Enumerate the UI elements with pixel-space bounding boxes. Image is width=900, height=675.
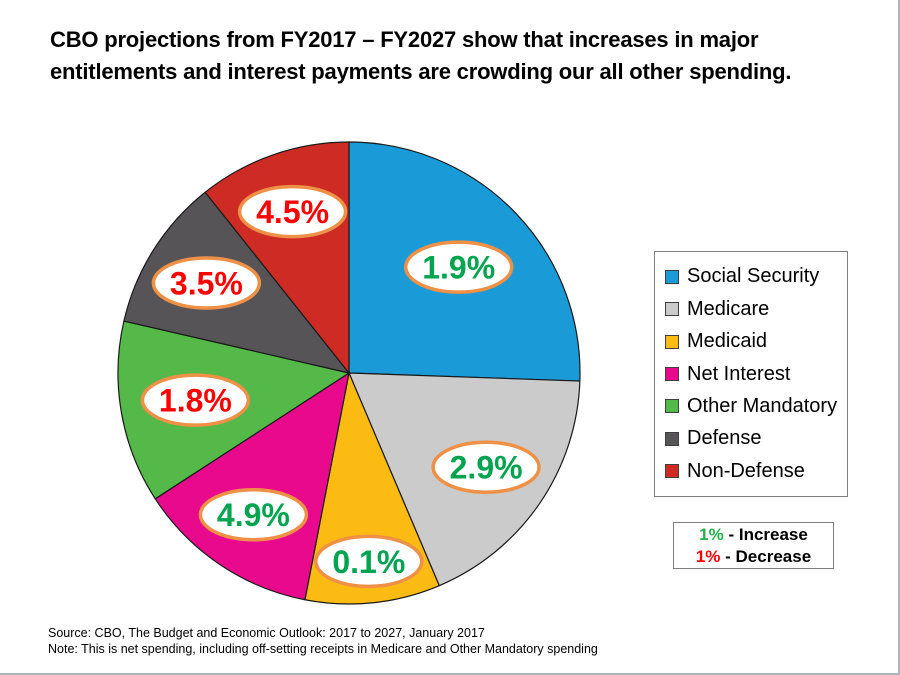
legend-item-other-mandatory: Other Mandatory [665, 395, 847, 418]
growth-rate-label: 4.9% [217, 497, 290, 533]
legend-item-medicare: Medicare [665, 298, 847, 321]
pie-callout-net-interest: 4.9% [198, 487, 309, 542]
callout-ellipse [151, 256, 262, 310]
legend-item-label: Defense [687, 427, 762, 450]
callout-ellipse [140, 373, 251, 427]
callout-ellipse [403, 240, 514, 294]
source-note: Source: CBO, The Budget and Economic Out… [48, 626, 485, 640]
pie-callout-defense: 3.5% [151, 256, 262, 310]
legend-color-swatch [665, 334, 679, 349]
legend-item-label: Social Security [687, 265, 820, 288]
legend-color-swatch [665, 464, 679, 479]
legend-color-swatch [665, 302, 679, 317]
legend-item-defense: Defense [665, 427, 847, 450]
key-direction-label: - Decrease [720, 546, 812, 566]
pie-callout-other-mandatory: 1.8% [140, 373, 251, 427]
key-percent: 1% [699, 524, 724, 544]
legend-color-swatch [665, 431, 679, 446]
growth-rate-label: 3.5% [170, 266, 243, 302]
legend-item-net-interest: Net Interest [665, 363, 847, 386]
legend-item-label: Medicare [687, 297, 770, 320]
pie-chart: 1.9% 2.9% 0.1% 4.9% 1.8% 3.5% 4.5% [117, 141, 581, 605]
legend-color-swatch [665, 269, 679, 284]
legend-item-label: Net Interest [687, 362, 791, 385]
legend-color-swatch [665, 367, 679, 381]
change-key: 1% - Increase 1% - Decrease [673, 522, 834, 569]
legend-item-label: Other Mandatory [687, 394, 838, 417]
growth-rate-label: 1.8% [159, 383, 232, 419]
key-line: 1% - Increase [674, 524, 833, 546]
footnote: Note: This is net spending, including of… [48, 642, 598, 656]
pie-callout-medicare: 2.9% [431, 440, 541, 494]
pie-slice-net-interest [154, 371, 350, 601]
source-block: Source: CBO, The Budget and Economic Out… [48, 625, 598, 657]
legend-item-social-security: Social Security [665, 265, 847, 288]
growth-rate-label: 4.5% [256, 194, 329, 230]
growth-rate-label: 2.9% [450, 450, 523, 486]
legend-item-non-defense: Non-Defense [665, 460, 847, 483]
chart-title-line2: entitlements and interest payments are c… [50, 59, 792, 84]
pie-callout-non-defense: 4.5% [237, 184, 348, 239]
callout-ellipse [198, 487, 309, 542]
legend: Social Security Medicare Medicaid Net Inter… [654, 251, 848, 497]
callout-ellipse [431, 440, 541, 494]
key-line: 1% - Decrease [674, 546, 833, 568]
key-direction-label: - Increase [723, 524, 808, 544]
key-percent: 1% [695, 546, 721, 566]
pie-chart-area: 1.9% 2.9% 0.1% 4.9% 1.8% 3.5% 4.5% [115, 139, 583, 607]
growth-rate-label: 1.9% [422, 250, 495, 286]
legend-color-swatch [665, 399, 679, 414]
legend-item-label: Non-Defense [687, 459, 805, 482]
chart-title: CBO projections from FY2017 – FY2027 sho… [50, 24, 840, 88]
growth-rate-label: 0.1% [332, 544, 405, 580]
pie-callout-social-security: 1.9% [403, 240, 514, 294]
chart-title-line1: CBO projections from FY2017 – FY2027 sho… [50, 27, 759, 52]
legend-item-medicaid: Medicaid [665, 330, 847, 353]
legend-item-label: Medicaid [687, 330, 768, 353]
pie-callout-medicaid: 0.1% [314, 534, 424, 589]
callout-ellipse [237, 184, 348, 239]
callout-ellipse [314, 534, 424, 589]
